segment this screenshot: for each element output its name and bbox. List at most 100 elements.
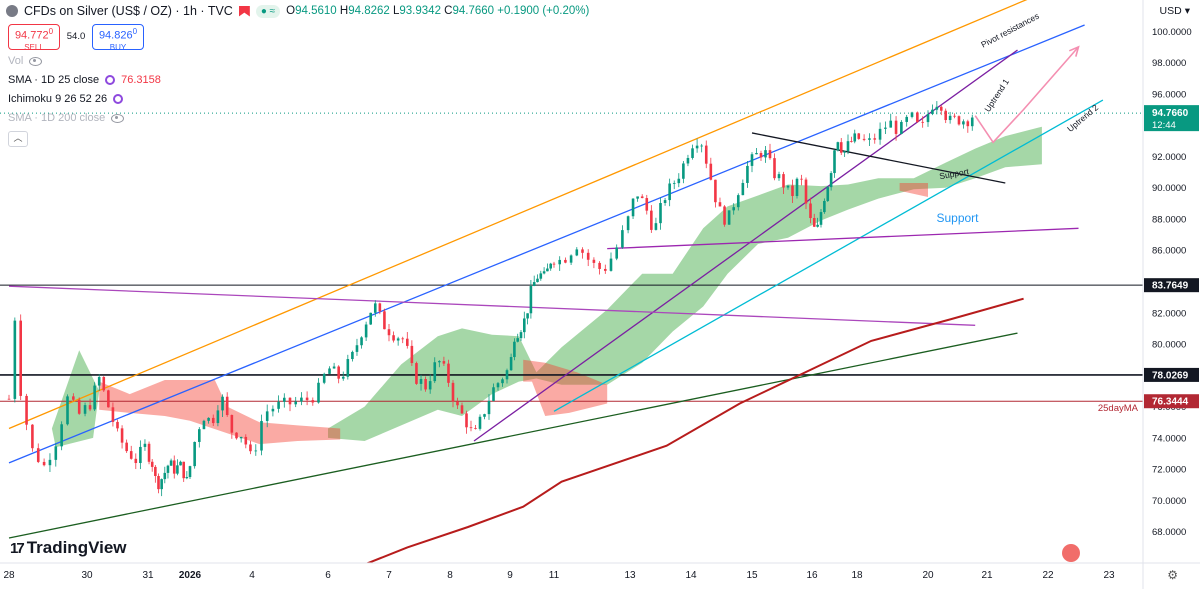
candle-body (125, 442, 128, 452)
candle-body (836, 142, 840, 151)
settings-icon[interactable] (113, 94, 124, 104)
time-axis[interactable]: 28 30 31 2026 4 6 7 8 9 11 13 14 15 16 18 20 21 22 23 (3, 570, 1115, 581)
trendline-pivot-resistance[interactable] (8, 0, 1048, 430)
economic-event-icon[interactable] (1062, 544, 1080, 562)
candle-body (598, 262, 601, 269)
candle-body (7, 398, 11, 400)
eye-hidden-icon[interactable] (111, 113, 125, 123)
y-tick-label: 74.0000 (1152, 433, 1186, 444)
candle-body (970, 117, 974, 127)
x-tick-label: 2026 (179, 570, 202, 581)
candle-body (225, 396, 229, 416)
indicator-sma25[interactable]: SMA · 1D 25 close 76.3158 (8, 74, 161, 86)
chart-annotation[interactable]: Support (936, 211, 979, 225)
x-tick-label: 14 (685, 570, 697, 581)
x-tick-label: 6 (325, 570, 331, 581)
indicator-vol[interactable]: Vol (8, 55, 43, 67)
candle-body (889, 120, 893, 128)
y-tick-label: 72.0000 (1152, 465, 1186, 476)
candle-body (460, 405, 464, 414)
candle-body (536, 278, 539, 283)
ichimoku-cloud-bearish (523, 359, 608, 416)
chart-annotation[interactable]: Uptrend 1 (982, 77, 1011, 114)
candle-body (668, 183, 671, 201)
chart-settings-gear-icon[interactable]: ⚙ (1167, 568, 1178, 582)
settings-icon[interactable] (105, 75, 116, 85)
collapse-indicators-button[interactable]: ︿ (8, 131, 28, 147)
candle-body (249, 444, 252, 452)
candle-body (351, 351, 354, 360)
currency-selector[interactable]: USD ▾ (1159, 5, 1190, 17)
candle-body (944, 110, 947, 121)
trendline-uptrend-2[interactable] (553, 99, 1104, 412)
candle-body (207, 417, 210, 421)
projection-arrowhead (1068, 45, 1080, 57)
x-tick-label: 23 (1103, 570, 1115, 581)
spread-value: 54.0 (66, 31, 86, 42)
candle-body (523, 318, 526, 333)
sma25-label: 25dayMA (1098, 403, 1139, 414)
candle-body (519, 332, 523, 339)
candle-body (474, 428, 477, 429)
y-tick-label: 70.0000 (1152, 496, 1186, 507)
candle-body (239, 436, 243, 439)
chevron-down-icon: ▾ (1184, 5, 1190, 17)
candle-body (355, 345, 359, 352)
candle-body (691, 148, 694, 158)
candle-body (369, 312, 372, 325)
x-tick-label: 13 (624, 570, 636, 581)
trendline-channel-top[interactable] (8, 24, 1085, 464)
buy-button[interactable]: 94.8260 BUY (92, 24, 144, 52)
market-status-badge[interactable]: ● ≈ (255, 4, 281, 18)
candle-body (260, 420, 263, 451)
level-price-tag (1144, 367, 1199, 382)
candle-body (695, 145, 699, 149)
x-tick-label: 30 (81, 570, 93, 581)
candle-body (953, 115, 956, 117)
candle-body (833, 150, 836, 174)
candle-body (265, 411, 269, 421)
candle-body (415, 363, 418, 384)
indicator-sma200[interactable]: SMA · 1D 200 close (8, 112, 125, 124)
candle-body (905, 116, 908, 122)
candle-body (428, 381, 432, 390)
candle-body (862, 138, 866, 140)
candle-body (659, 203, 662, 224)
candle-body (447, 363, 450, 383)
x-tick-label: 20 (922, 570, 934, 581)
flag-icon[interactable] (238, 5, 250, 17)
candle-body (516, 338, 519, 342)
candle-body (700, 145, 703, 147)
candle-body (878, 128, 882, 140)
trendline-support-violet[interactable] (607, 227, 1079, 250)
candle-body (564, 259, 567, 263)
candle-body (230, 415, 234, 433)
price-axis[interactable]: 68.000070.000072.000074.000076.000078.00… (1144, 27, 1199, 538)
sell-button[interactable]: 94.7720 SELL (8, 24, 60, 52)
symbol-title[interactable]: CFDs on Silver (US$ / OZ) · 1h · TVC (24, 4, 233, 18)
x-tick-label: 22 (1042, 570, 1054, 581)
current-time-text: 12:44 (1152, 120, 1176, 131)
trendline-long-violet[interactable] (8, 285, 976, 326)
candle-body (150, 461, 154, 467)
candle-body (558, 259, 561, 265)
candle-body (277, 401, 280, 409)
candle-body (48, 459, 52, 466)
chart-annotation[interactable]: Pivot resistances (979, 11, 1040, 50)
level-price-tag (1144, 394, 1199, 409)
trendline-falling-support[interactable] (751, 132, 1006, 184)
level-price-text: 83.7649 (1152, 281, 1189, 292)
candle-body (433, 362, 437, 382)
candle-body (392, 335, 395, 341)
eye-hidden-icon[interactable] (29, 56, 43, 66)
trendline-long-green[interactable] (8, 332, 1018, 539)
indicator-ichimoku[interactable]: Ichimoku 9 26 52 26 (8, 93, 124, 105)
candle-body (93, 385, 96, 410)
candle-body (509, 357, 513, 371)
candle-body (704, 145, 708, 164)
candle-body (60, 424, 63, 447)
candle-body (501, 379, 504, 384)
candle-body (346, 359, 350, 377)
projection-path[interactable] (974, 46, 1080, 144)
